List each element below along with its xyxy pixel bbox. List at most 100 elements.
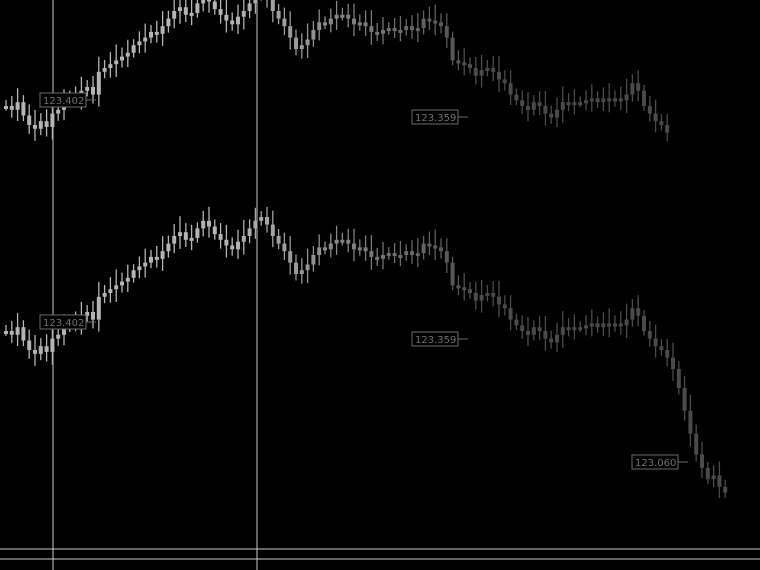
candle-body [410,251,414,255]
candle-body [404,26,409,30]
candle-body [340,239,345,243]
price-label[interactable]: 123.359 [411,109,468,125]
candle-body [630,308,635,320]
candle-body [137,41,142,46]
candle-body [595,323,600,328]
candle-body [705,467,710,480]
price-label[interactable]: 123.402 [39,92,96,108]
candle-body [149,256,153,263]
candle-body [537,327,542,331]
candle-body [305,264,310,271]
candle-body [189,12,194,16]
candle-body [566,327,571,331]
candle-body [555,334,559,343]
candle-body [201,0,206,4]
candle-body [572,327,577,331]
candle-body [183,232,188,240]
candle-body [427,18,432,22]
candle-body [647,106,652,114]
candle-body [294,262,298,274]
candle-body [369,251,374,257]
candle-body [224,14,229,21]
candle-body [404,251,409,255]
candle-body [636,308,641,316]
candle-body [479,294,484,301]
candle-body [62,327,66,335]
candle-body [91,312,95,320]
candle-body [91,87,95,95]
candle-body [247,228,252,236]
candle-body [253,220,258,229]
candle-body [607,323,612,327]
candle-body [531,102,536,110]
candle-body [33,350,37,354]
candle-body [410,26,414,30]
candle-body [462,62,467,66]
candle-body [15,102,20,110]
candle-body [618,98,623,102]
candle-body [160,26,165,34]
candle-body [125,277,130,282]
candle-body [149,31,153,38]
candle-body [143,37,148,42]
candle-body [212,1,217,10]
price-label-text: 123.402 [43,96,84,107]
candle-body [120,56,124,61]
candle-body [125,52,130,57]
candle-body [172,236,177,244]
candle-body [630,83,635,95]
candle-body [682,388,687,411]
candle-body [671,357,675,369]
candle-body [9,106,14,110]
candle-body [276,11,281,19]
candle-body [166,243,171,252]
candle-body [497,296,501,305]
candle-body [131,45,136,53]
candle-body [665,350,670,358]
candle-body [195,228,200,238]
candle-body [131,270,136,278]
candle-body [363,247,368,252]
candle-body [526,331,530,335]
candle-body [357,247,362,251]
price-label-text: 123.359 [415,335,456,346]
candle-body [439,22,443,27]
candle-body [584,325,588,329]
candle-body [270,224,275,236]
price-label[interactable]: 123.402 [39,314,96,330]
candle-body [323,22,327,26]
candle-body [120,281,124,286]
candle-body [218,234,223,240]
candle-body [253,0,258,4]
price-label[interactable]: 123.359 [411,331,468,347]
candle-body [357,22,362,26]
price-label[interactable]: 123.060 [631,454,688,470]
candle-body [241,11,246,17]
candle-body [340,14,345,18]
candle-body [485,68,490,71]
candle-body [392,28,397,32]
candle-body [50,338,55,352]
candle-body [647,331,652,339]
candle-body [613,98,617,102]
candle-body [520,325,525,331]
candle-body [160,251,165,259]
candle-body [96,71,101,95]
candle-body [311,30,316,40]
candle-body [444,26,449,38]
candle-body [207,220,211,227]
candle-body [334,239,339,244]
candle-body [624,319,629,326]
candle-body [549,113,554,118]
candle-body [456,285,461,289]
candle-body [259,217,264,221]
candle-body [85,312,90,316]
candle-body [236,16,240,25]
candle-body [485,293,490,296]
candle-body [526,106,530,110]
candle-body [230,20,235,25]
candle-body [595,98,600,103]
candle-body [207,0,211,2]
candle-body [537,102,542,106]
candle-body [601,98,606,103]
